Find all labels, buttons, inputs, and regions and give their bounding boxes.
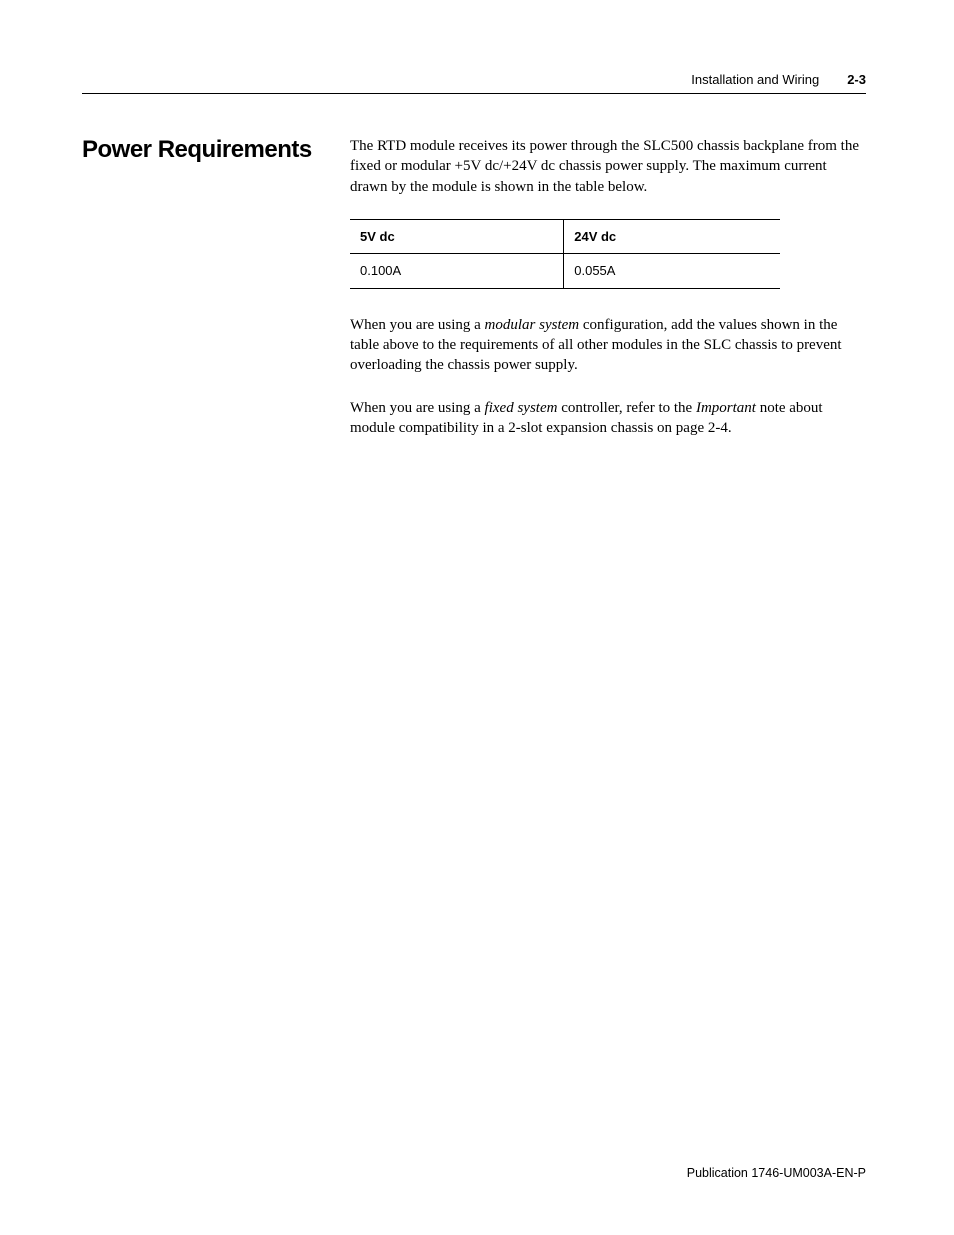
- section-heading: Power Requirements: [82, 136, 314, 438]
- modular-paragraph: When you are using a modular system conf…: [350, 315, 866, 376]
- fixed-paragraph: When you are using a fixed system contro…: [350, 398, 866, 439]
- table-header-cell: 24V dc: [564, 219, 780, 254]
- table-header-cell: 5V dc: [350, 219, 564, 254]
- emphasis-text: modular system: [485, 317, 580, 333]
- table-row: 0.100A 0.055A: [350, 254, 780, 289]
- header-page-number: 2-3: [847, 72, 866, 87]
- table-header-row: 5V dc 24V dc: [350, 219, 780, 254]
- publication-id: Publication 1746-UM003A-EN-P: [687, 1166, 866, 1180]
- content-area: Power Requirements The RTD module receiv…: [82, 136, 866, 438]
- table-cell: 0.055A: [564, 254, 780, 289]
- power-requirements-table: 5V dc 24V dc 0.100A 0.055A: [350, 219, 780, 289]
- body-column: The RTD module receives its power throug…: [350, 136, 866, 438]
- emphasis-text: Important: [696, 400, 756, 416]
- table-cell: 0.100A: [350, 254, 564, 289]
- intro-paragraph: The RTD module receives its power throug…: [350, 136, 866, 197]
- page-footer: Publication 1746-UM003A-EN-P: [687, 1166, 866, 1180]
- emphasis-text: fixed system: [485, 400, 558, 416]
- header-title: Installation and Wiring: [691, 72, 819, 87]
- text-run: controller, refer to the: [557, 400, 696, 416]
- page-header: Installation and Wiring 2-3: [82, 72, 866, 94]
- text-run: When you are using a: [350, 317, 485, 333]
- text-run: When you are using a: [350, 400, 485, 416]
